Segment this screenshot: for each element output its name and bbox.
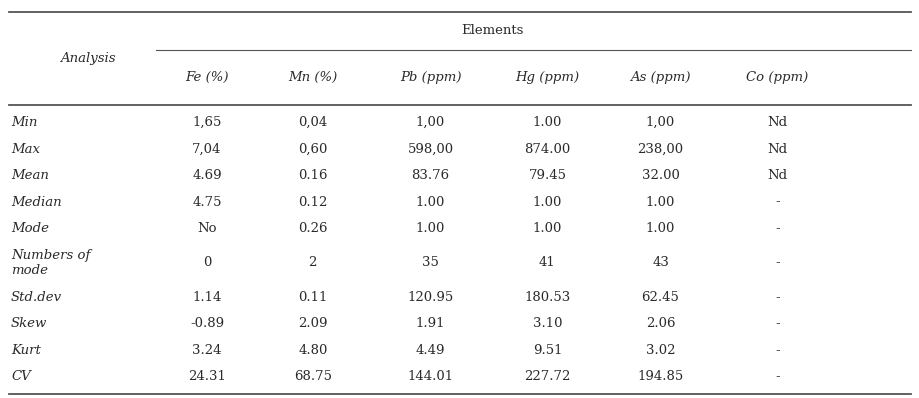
Text: 1,00: 1,00 <box>645 116 675 129</box>
Text: 68.75: 68.75 <box>293 370 332 383</box>
Text: 194.85: 194.85 <box>637 370 683 383</box>
Text: 1.00: 1.00 <box>415 195 445 209</box>
Text: 1,00: 1,00 <box>415 116 445 129</box>
Text: Hg (ppm): Hg (ppm) <box>515 71 579 84</box>
Text: Kurt: Kurt <box>11 344 40 357</box>
Text: 32.00: 32.00 <box>641 169 679 182</box>
Text: Nd: Nd <box>766 169 787 182</box>
Text: 35: 35 <box>422 256 438 269</box>
Text: 0,60: 0,60 <box>298 142 327 156</box>
Text: 227.72: 227.72 <box>524 370 570 383</box>
Text: -: - <box>774 370 779 383</box>
Text: 2.09: 2.09 <box>298 317 327 330</box>
Text: Skew: Skew <box>11 317 48 330</box>
Text: 180.53: 180.53 <box>524 291 570 304</box>
Text: Std.dev: Std.dev <box>11 291 62 304</box>
Text: No: No <box>197 222 217 235</box>
Text: 144.01: 144.01 <box>407 370 453 383</box>
Text: -: - <box>774 317 779 330</box>
Text: 1.91: 1.91 <box>415 317 445 330</box>
Text: -: - <box>774 344 779 357</box>
Text: 1.14: 1.14 <box>192 291 221 304</box>
Text: Nd: Nd <box>766 116 787 129</box>
Text: Analysis: Analysis <box>60 52 115 65</box>
Text: Max: Max <box>11 142 40 156</box>
Text: 238,00: 238,00 <box>637 142 683 156</box>
Text: 1.00: 1.00 <box>415 222 445 235</box>
Text: 4.80: 4.80 <box>298 344 327 357</box>
Text: 1.00: 1.00 <box>645 195 675 209</box>
Text: -: - <box>774 222 779 235</box>
Text: Min: Min <box>11 116 38 129</box>
Text: 7,04: 7,04 <box>192 142 221 156</box>
Text: Mn (%): Mn (%) <box>288 71 337 84</box>
Text: -: - <box>774 256 779 269</box>
Text: 1.00: 1.00 <box>532 222 562 235</box>
Text: 4.49: 4.49 <box>415 344 445 357</box>
Text: 41: 41 <box>539 256 555 269</box>
Text: 83.76: 83.76 <box>411 169 449 182</box>
Text: 0.12: 0.12 <box>298 195 327 209</box>
Text: 0,04: 0,04 <box>298 116 327 129</box>
Text: 9.51: 9.51 <box>532 344 562 357</box>
Text: 4.69: 4.69 <box>192 169 221 182</box>
Text: 3.10: 3.10 <box>532 317 562 330</box>
Text: Numbers of
mode: Numbers of mode <box>11 249 90 277</box>
Text: 0.11: 0.11 <box>298 291 327 304</box>
Text: As (ppm): As (ppm) <box>630 71 690 84</box>
Text: 1.00: 1.00 <box>532 116 562 129</box>
Text: Co (ppm): Co (ppm) <box>745 71 808 84</box>
Text: 3.24: 3.24 <box>192 344 221 357</box>
Text: 0.16: 0.16 <box>298 169 327 182</box>
Text: 0: 0 <box>202 256 211 269</box>
Text: 1.00: 1.00 <box>532 195 562 209</box>
Text: Mode: Mode <box>11 222 49 235</box>
Text: 874.00: 874.00 <box>524 142 570 156</box>
Text: 2.06: 2.06 <box>645 317 675 330</box>
Text: -0.89: -0.89 <box>189 317 224 330</box>
Text: 598,00: 598,00 <box>407 142 453 156</box>
Text: -: - <box>774 291 779 304</box>
Text: Nd: Nd <box>766 142 787 156</box>
Text: 43: 43 <box>652 256 668 269</box>
Text: 3.02: 3.02 <box>645 344 675 357</box>
Text: 24.31: 24.31 <box>187 370 226 383</box>
Text: -: - <box>774 195 779 209</box>
Text: 79.45: 79.45 <box>528 169 566 182</box>
Text: 1.00: 1.00 <box>645 222 675 235</box>
Text: 1,65: 1,65 <box>192 116 221 129</box>
Text: Pb (ppm): Pb (ppm) <box>400 71 460 84</box>
Text: Elements: Elements <box>460 24 523 37</box>
Text: CV: CV <box>11 370 30 383</box>
Text: 62.45: 62.45 <box>641 291 679 304</box>
Text: Fe (%): Fe (%) <box>185 71 229 84</box>
Text: 4.75: 4.75 <box>192 195 221 209</box>
Text: 120.95: 120.95 <box>407 291 453 304</box>
Text: Mean: Mean <box>11 169 49 182</box>
Text: Median: Median <box>11 195 62 209</box>
Text: 2: 2 <box>308 256 317 269</box>
Text: 0.26: 0.26 <box>298 222 327 235</box>
